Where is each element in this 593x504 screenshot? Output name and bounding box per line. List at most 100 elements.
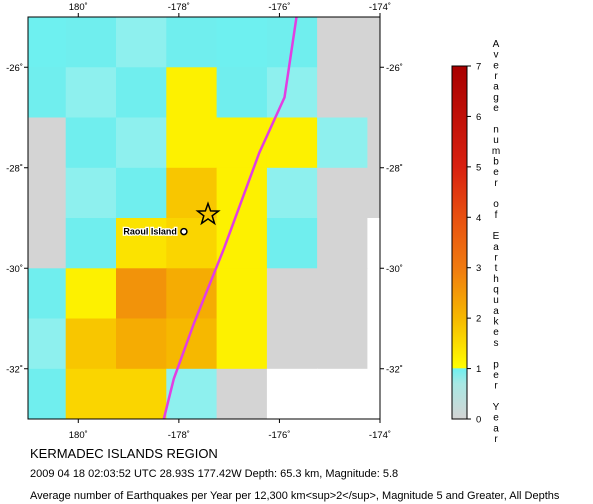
scale-title-letter: A xyxy=(493,39,500,50)
scale-tick-label: 0 xyxy=(476,415,481,426)
lon-tick-label: 180˚ xyxy=(69,2,88,13)
scale-title-letter: f xyxy=(495,210,498,221)
grid-cell xyxy=(166,117,218,169)
grid-cell xyxy=(28,368,67,419)
grid-cell xyxy=(28,318,67,370)
grid-cell xyxy=(367,17,380,68)
color-scale-bar xyxy=(452,66,467,419)
lat-tick-label: -30˚ xyxy=(6,264,23,275)
grid-cell xyxy=(367,268,380,320)
grid-cell xyxy=(116,419,167,470)
lon-tick-label: -178˚ xyxy=(168,430,190,441)
grid-cell xyxy=(166,17,218,68)
grid-cell xyxy=(367,167,380,219)
scale-title-letter: h xyxy=(493,274,499,285)
scale-title-letter: k xyxy=(494,317,500,328)
color-scale-ticks: 0 1 2 3 4 5 6 7 xyxy=(467,62,481,426)
grid-cell xyxy=(266,268,318,320)
grid-cell xyxy=(65,167,117,219)
scale-tick-label: 7 xyxy=(476,62,481,73)
epicenter-star-icon xyxy=(195,201,221,226)
grid-cell xyxy=(317,167,368,219)
scale-title-letter: u xyxy=(493,295,499,306)
scale-title-letter: a xyxy=(493,242,499,253)
event-details: 2009 04 18 02:03:52 UTC 28.93S 177.42W D… xyxy=(30,468,399,480)
grid-cell xyxy=(317,268,368,320)
grid-cell xyxy=(216,318,268,370)
lat-tick-label: -32˚ xyxy=(386,364,403,375)
grid-cell xyxy=(418,17,469,68)
grid-cell xyxy=(65,218,117,269)
grid-cell xyxy=(266,67,318,119)
scale-title-letter: r xyxy=(494,71,498,82)
grid-cell xyxy=(317,117,368,169)
scale-title-letter: r xyxy=(494,381,498,392)
scale-title-letter: e xyxy=(493,370,499,381)
grid-cell xyxy=(28,67,67,119)
grid-cell xyxy=(266,368,318,419)
lat-tick-label: -26˚ xyxy=(386,63,403,74)
scale-title-letter: Y xyxy=(493,402,500,413)
grid-cell xyxy=(65,117,117,169)
grid-cell xyxy=(317,67,368,119)
lat-tick-label: -32˚ xyxy=(6,364,23,375)
grid-cell xyxy=(418,419,469,470)
scale-tick-label: 3 xyxy=(476,263,481,274)
scale-title-letter: t xyxy=(495,263,498,274)
grid-cell xyxy=(166,67,218,119)
grid-cell xyxy=(267,419,318,470)
grid-cell xyxy=(116,117,167,169)
raoul-island-marker: Raoul Island xyxy=(122,225,188,238)
scale-title-letter: a xyxy=(493,306,499,317)
grid-cell xyxy=(65,67,117,119)
grid-cell xyxy=(216,67,268,119)
scale-title-letter: e xyxy=(493,167,499,178)
grid-cell xyxy=(116,218,167,269)
grid-cell xyxy=(116,368,167,419)
scale-title-letter: b xyxy=(493,156,499,167)
lon-tick-label: -174˚ xyxy=(369,2,391,13)
lon-tick-label: -176˚ xyxy=(268,430,290,441)
raoul-island-dot xyxy=(180,227,188,236)
grid-cell xyxy=(65,268,117,320)
grid-cell xyxy=(367,117,380,169)
grid-cell xyxy=(66,419,117,470)
grid-cell xyxy=(116,67,167,119)
scale-tick-label: 2 xyxy=(476,314,481,325)
grid-cell xyxy=(266,218,318,269)
color-scale-frame xyxy=(451,65,468,420)
grid-cell xyxy=(65,318,117,370)
lat-tick-label: -28˚ xyxy=(6,163,23,174)
scale-title-letter: a xyxy=(493,82,499,93)
scale-tick-label: 6 xyxy=(476,112,481,123)
grid-cell xyxy=(216,218,268,269)
scale-title-letter: r xyxy=(494,434,498,445)
scale-title-letter: s xyxy=(494,338,499,349)
grid-cell xyxy=(216,368,268,419)
scale-tick-label: 4 xyxy=(476,213,481,224)
scale-title-letter: v xyxy=(494,50,499,61)
grid-cell xyxy=(266,117,318,169)
grid-cell xyxy=(216,117,268,169)
grid-cell xyxy=(116,17,167,68)
grid-cell xyxy=(216,167,268,219)
lon-tick-label: 180˚ xyxy=(69,430,88,441)
grid-cell xyxy=(216,17,268,68)
grid-cell xyxy=(28,117,67,169)
grid-cell xyxy=(28,17,67,68)
map-description: Average number of Earthquakes per Year p… xyxy=(30,490,560,502)
lon-tick-label: -178˚ xyxy=(168,2,190,13)
grid-cell xyxy=(116,167,167,219)
grid-cell xyxy=(367,368,380,419)
grid-cell xyxy=(166,419,217,470)
grid-cell xyxy=(317,318,368,370)
scale-title-letter: E xyxy=(493,231,500,242)
grid-cell xyxy=(166,268,218,320)
grid-cell xyxy=(28,218,67,269)
scale-tick-label: 5 xyxy=(476,162,481,173)
grid-cell xyxy=(266,318,318,370)
grid-cell xyxy=(367,218,380,269)
grid-cell xyxy=(317,368,368,419)
